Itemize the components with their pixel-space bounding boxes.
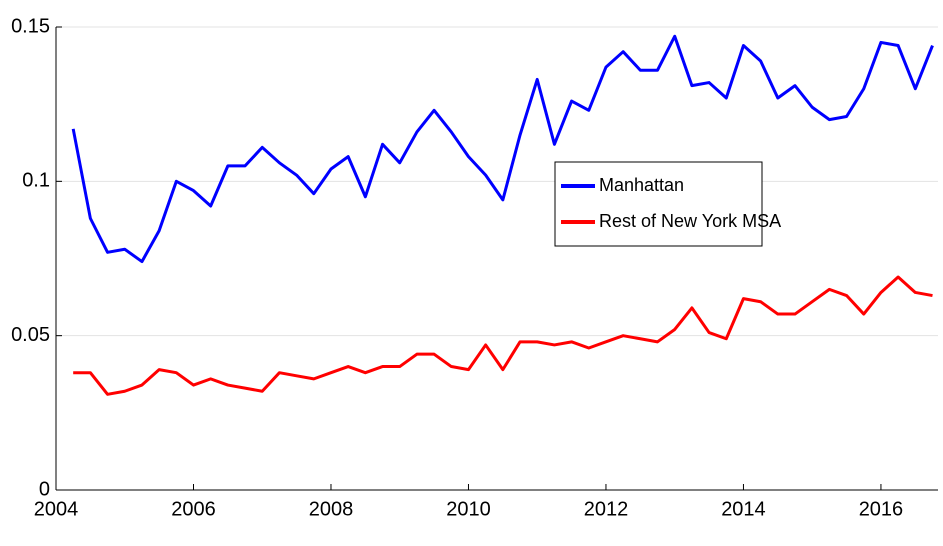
x-tick-label: 2012 — [584, 498, 629, 520]
x-tick-label: 2010 — [446, 498, 491, 520]
y-tick-label: 0.15 — [11, 15, 50, 37]
legend-label: Manhattan — [599, 175, 684, 195]
x-tick-label: 2014 — [721, 498, 766, 520]
y-tick-label: 0.05 — [11, 324, 50, 346]
line — [71, 34, 934, 264]
y-tick-label: 0.1 — [22, 170, 50, 192]
legend-label: Rest of New York MSA — [599, 211, 781, 231]
x-tick-label: 2016 — [859, 498, 904, 520]
legend-box — [554, 161, 763, 247]
x-tick-label: 2008 — [309, 498, 354, 520]
line — [73, 275, 933, 396]
x-tick-label: 2006 — [171, 498, 216, 520]
legend: Manhattan Rest of New York MSA — [554, 161, 781, 247]
y-tick-label: 0 — [39, 478, 50, 500]
x-tick-label: 2004 — [34, 498, 79, 520]
